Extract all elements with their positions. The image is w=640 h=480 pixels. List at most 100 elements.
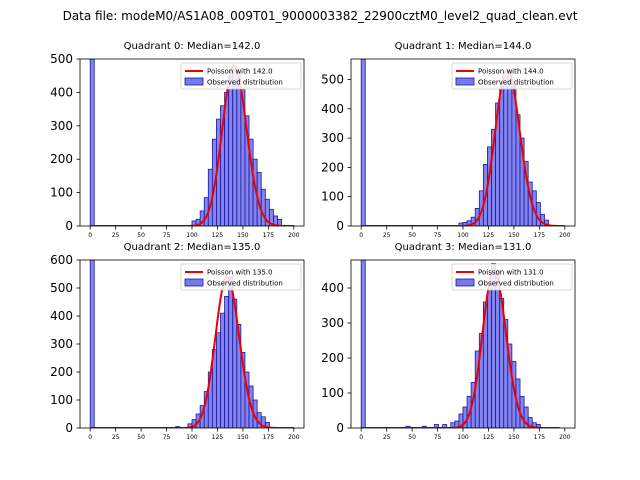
- histogram-bar: [507, 70, 513, 226]
- legend-box: [180, 263, 302, 291]
- x-tick-label: 200: [559, 232, 571, 239]
- legend-box: [451, 62, 573, 90]
- y-tick-label: 500: [50, 52, 73, 66]
- poisson-curve: [361, 269, 560, 428]
- y-tick-label: 200: [50, 152, 73, 166]
- quadrant-0-legend: Poisson with 142.0 Observed distribution: [180, 62, 302, 90]
- histogram-bar: [499, 87, 505, 226]
- histogram-bar: [503, 76, 509, 226]
- y-tick-label: 300: [321, 131, 344, 145]
- histogram-bar: [224, 295, 230, 428]
- legend-bar-swatch: [455, 77, 475, 86]
- histogram-bar: [89, 260, 95, 428]
- x-tick-label: 200: [288, 232, 300, 239]
- x-tick-label: 50: [137, 434, 145, 441]
- y-tick-label: 400: [50, 309, 73, 323]
- x-tick-label: 100: [457, 232, 469, 239]
- x-tick-label: 175: [534, 434, 546, 441]
- histogram-bar: [277, 218, 283, 226]
- quadrant-1-title: Quadrant 1: Median=144.0: [395, 41, 532, 52]
- x-tick-label: 25: [383, 434, 391, 441]
- quadrant-3-plot: Quadrant 3: Median=131.0 0 25 50 75 100 125 150…: [321, 242, 576, 441]
- histogram-bar: [232, 68, 238, 226]
- y-tick-label: 0: [65, 421, 73, 435]
- x-tick-label: 125: [212, 232, 224, 239]
- y-tick-label: 400: [321, 102, 344, 116]
- legend-observed-label: Observed distribution: [207, 79, 283, 87]
- y-tick-label: 600: [50, 253, 73, 267]
- y-tick-label: 300: [50, 119, 73, 133]
- x-tick-label: 150: [508, 434, 520, 441]
- y-tick-label: 100: [50, 393, 73, 407]
- quadrant-2-title: Quadrant 2: Median=135.0: [124, 242, 261, 253]
- histogram-bar: [360, 59, 366, 226]
- x-tick-label: 50: [137, 232, 145, 239]
- histogram-bar: [495, 270, 501, 428]
- quadrant-0-title: Quadrant 0: Median=142.0: [124, 41, 261, 52]
- quadrant-3-data: [360, 260, 560, 428]
- quadrant-3-legend: Poisson with 131.0 Observed distribution: [451, 263, 573, 291]
- x-tick-label: 125: [483, 232, 495, 239]
- quadrant-1-legend: Poisson with 144.0 Observed distribution: [451, 62, 573, 90]
- histogram-bar: [442, 424, 448, 428]
- y-tick-label: 100: [50, 186, 73, 200]
- y-tick-label: 200: [321, 351, 344, 365]
- histogram-bar: [487, 287, 492, 428]
- quadrant-0-plot: Quadrant 0: Median=142.0 0 25 50 75 100 125 150…: [50, 41, 305, 239]
- x-tick-label: 75: [163, 232, 171, 239]
- quadrant-1-data: [360, 59, 565, 226]
- legend-bar-swatch: [455, 278, 475, 287]
- suptitle: Data file: modeM0/AS1A08_009T01_90000033…: [63, 9, 578, 23]
- x-tick-label: 0: [359, 434, 363, 441]
- x-tick-label: 25: [112, 434, 120, 441]
- x-tick-label: 0: [88, 434, 92, 441]
- y-tick-label: 400: [321, 281, 344, 295]
- x-tick-label: 150: [237, 232, 249, 239]
- x-tick-label: 25: [383, 232, 391, 239]
- legend-box: [451, 263, 573, 291]
- histogram-bar: [511, 84, 517, 226]
- histogram-bar: [228, 75, 234, 226]
- x-tick-label: 175: [534, 232, 546, 239]
- x-tick-label: 200: [288, 434, 300, 441]
- quadrant-2-data: [89, 260, 294, 428]
- y-tick-label: 400: [50, 85, 73, 99]
- x-tick-label: 50: [408, 232, 416, 239]
- y-tick-label: 0: [336, 421, 344, 435]
- x-tick-label: 125: [212, 434, 224, 441]
- x-tick-label: 200: [559, 434, 571, 441]
- y-tick-label: 500: [321, 73, 344, 87]
- y-tick-label: 200: [50, 365, 73, 379]
- y-tick-label: 100: [321, 190, 344, 204]
- legend-poisson-label: Poisson with 142.0: [207, 68, 273, 76]
- histogram-bar: [220, 312, 225, 428]
- histogram-bar: [434, 424, 439, 428]
- x-tick-label: 175: [263, 434, 275, 441]
- quadrant-3-title: Quadrant 3: Median=131.0: [395, 242, 532, 253]
- legend-box: [180, 62, 302, 90]
- x-tick-label: 150: [237, 434, 249, 441]
- x-tick-label: 75: [434, 232, 442, 239]
- legend-observed-label: Observed distribution: [207, 280, 283, 288]
- x-tick-label: 25: [112, 232, 120, 239]
- histogram-bar: [216, 332, 221, 428]
- quadrant-0-data: [89, 59, 294, 226]
- x-tick-label: 100: [186, 434, 198, 441]
- y-tick-label: 0: [65, 219, 73, 233]
- histogram-bar: [236, 71, 242, 226]
- legend-observed-label: Observed distribution: [478, 79, 554, 87]
- x-tick-label: 150: [508, 232, 520, 239]
- legend-observed-label: Observed distribution: [478, 280, 554, 288]
- x-tick-label: 0: [88, 232, 92, 239]
- x-tick-label: 100: [457, 434, 469, 441]
- quadrant-1-plot: Quadrant 1: Median=144.0 0 25 50 75 100 125 150…: [321, 41, 576, 239]
- histogram-bar: [260, 188, 266, 226]
- x-tick-label: 50: [408, 434, 416, 441]
- y-tick-label: 100: [321, 386, 344, 400]
- x-tick-label: 175: [263, 232, 275, 239]
- quadrant-2-legend: Poisson with 135.0 Observed distribution: [180, 263, 302, 291]
- histogram-bar: [228, 276, 234, 428]
- quadrant-2-plot: Quadrant 2: Median=135.0 0 25 50 75 100 125 150…: [50, 242, 305, 441]
- legend-poisson-label: Poisson with 135.0: [207, 269, 273, 277]
- x-tick-label: 0: [359, 232, 363, 239]
